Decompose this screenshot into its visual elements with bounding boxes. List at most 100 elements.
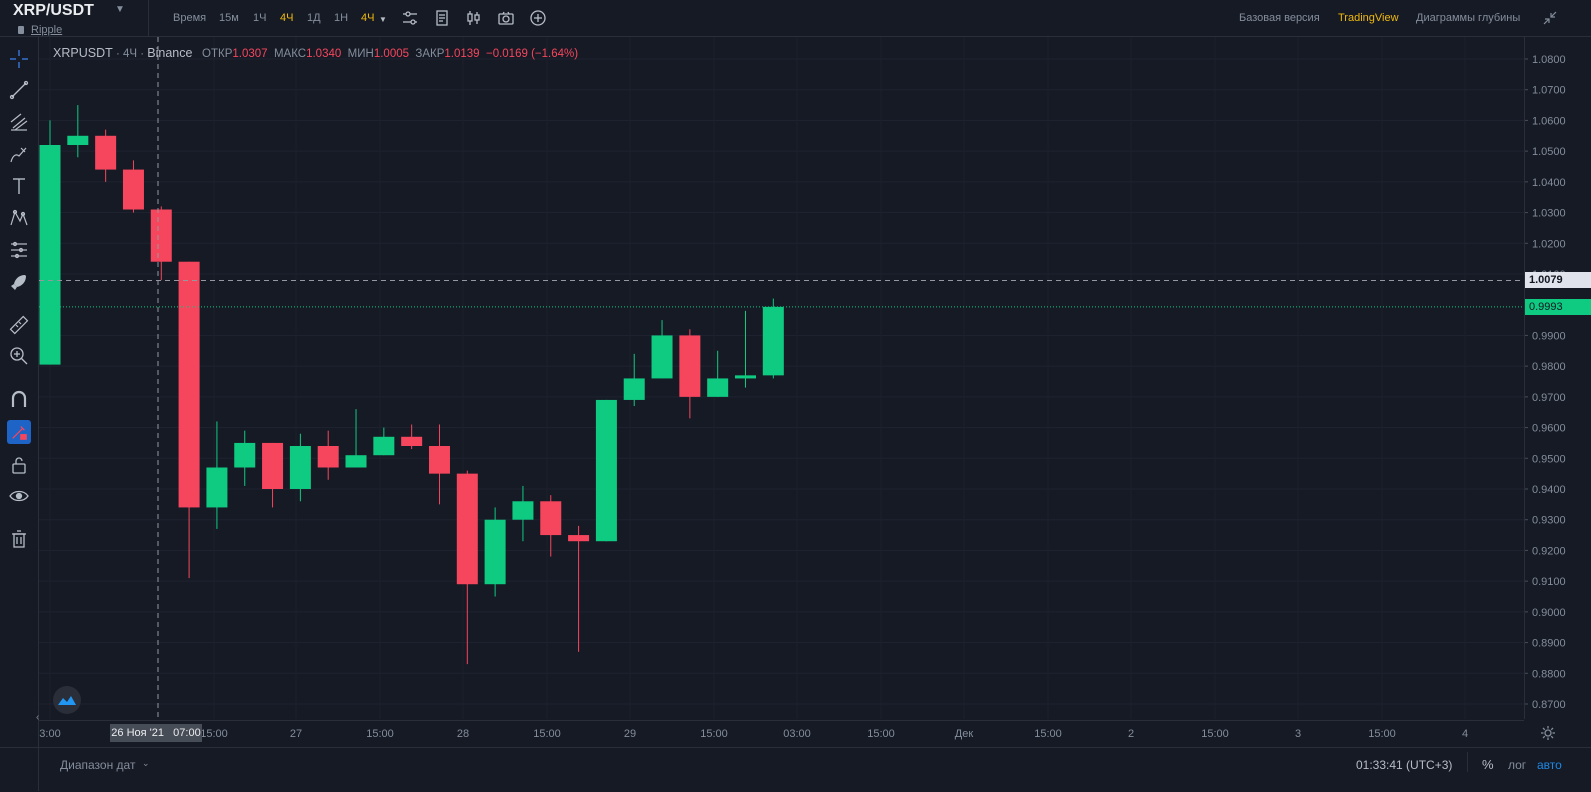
legend-open-value: 1.0307	[232, 48, 268, 60]
camera-icon[interactable]	[498, 10, 514, 26]
chevron-left-icon[interactable]: ‹	[36, 712, 40, 723]
icon-tool[interactable]	[7, 270, 31, 294]
candle-body	[178, 261, 200, 508]
footer-divider	[1467, 752, 1468, 772]
candle-body	[234, 442, 256, 468]
candle-type-icon[interactable]	[466, 10, 482, 26]
x-tick-label: 15:00	[366, 728, 394, 740]
candle-body	[735, 375, 756, 379]
tf-1h[interactable]: 1Ч	[253, 12, 267, 24]
clock-timezone[interactable]: 01:33:41 (UTC+3)	[1356, 758, 1453, 772]
x-tick-label: 2	[1128, 728, 1134, 740]
stay-drawing-tool[interactable]	[7, 420, 31, 444]
zoom-tool[interactable]	[7, 344, 31, 368]
tf-time[interactable]: Время	[173, 12, 207, 24]
date-range-button[interactable]: Диапазон дат	[60, 758, 136, 772]
y-tick-label: 1.0300	[1532, 208, 1566, 220]
pattern-tool[interactable]	[7, 206, 31, 230]
y-tick-label: 1.0600	[1532, 115, 1566, 127]
text-tool[interactable]	[7, 174, 31, 198]
x-tick-label: 3	[1295, 728, 1301, 740]
header-divider	[148, 0, 149, 36]
view-basic[interactable]: Базовая версия	[1239, 12, 1320, 24]
candle-body	[67, 135, 89, 145]
brush-icon	[10, 147, 27, 163]
fib-icon	[10, 113, 28, 131]
interval-dropdown[interactable]: 4Ч	[361, 12, 375, 24]
candle-body	[206, 467, 228, 508]
legend-high-value: 1.0340	[306, 48, 342, 60]
y-tick-label: 1.0700	[1532, 85, 1566, 97]
log-toggle[interactable]: лог	[1508, 758, 1527, 772]
legend-change: −0.0169 (−1.64%)	[485, 48, 579, 60]
y-tick-label: 0.9300	[1532, 515, 1566, 527]
y-tick-label: 0.9200	[1532, 545, 1566, 557]
price-axis[interactable]	[1524, 37, 1591, 719]
crosshair-icon	[10, 50, 28, 68]
chevron-down-icon[interactable]: ▼	[115, 4, 125, 15]
x-tick-label: 28	[457, 728, 469, 740]
y-tick-label: 0.9500	[1532, 453, 1566, 465]
x-tick-label: 29	[624, 728, 636, 740]
tf-15m[interactable]: 15м	[219, 12, 239, 24]
x-tick-label: 15:00	[1034, 728, 1062, 740]
legend-high-label: МАКС	[273, 48, 307, 60]
pencil-lock-icon	[12, 426, 27, 440]
zoom-in-icon	[10, 347, 28, 365]
tf-1d[interactable]: 1Д	[307, 12, 321, 24]
coin-name-link[interactable]: Ripple	[31, 24, 63, 36]
candle-body	[262, 442, 284, 489]
candle-body	[568, 535, 590, 542]
crosshair-tool[interactable]	[7, 47, 31, 71]
tf-4h[interactable]: 4Ч	[280, 12, 294, 24]
auto-toggle[interactable]: авто	[1537, 758, 1562, 772]
ohlc-legend: XRPUSDT · 4Ч · Binance ОТКР1.0307 МАКС1.…	[53, 46, 579, 60]
tradingview-logo[interactable]	[53, 686, 81, 714]
time-axis[interactable]	[39, 720, 1524, 747]
prediction-tool[interactable]	[7, 238, 31, 262]
tf-1w[interactable]: 1Н	[334, 12, 349, 24]
y-tick-label: 0.8900	[1532, 638, 1566, 650]
lock-tool[interactable]	[7, 453, 31, 477]
brush-tool[interactable]	[7, 142, 31, 166]
y-tick-label: 0.9100	[1532, 576, 1566, 588]
settings-sliders-icon[interactable]	[402, 10, 418, 26]
candle-body	[540, 501, 562, 536]
percent-toggle[interactable]: %	[1482, 757, 1494, 772]
bottom-toolbar: Диапазон дат ⌄ 01:33:41 (UTC+3) % лог ав…	[0, 747, 1591, 792]
gear-icon[interactable]	[1541, 726, 1555, 740]
eye-icon	[9, 490, 29, 502]
candle-body	[762, 306, 784, 376]
legend-low-value: 1.0005	[373, 48, 410, 60]
chevron-down-icon[interactable]: ▼	[379, 15, 387, 24]
candle-body	[679, 335, 701, 397]
indicators-icon[interactable]	[434, 10, 450, 26]
y-tick-label: 1.0800	[1532, 54, 1566, 66]
magnet-tool[interactable]	[7, 387, 31, 411]
collapse-icon[interactable]	[1543, 11, 1557, 25]
pattern-icon	[10, 209, 28, 226]
trend-line-tool[interactable]	[7, 78, 31, 102]
x-tick-label: 03:00	[783, 728, 811, 740]
chevron-down-icon[interactable]: ⌄	[142, 758, 150, 768]
prediction-icon	[11, 241, 27, 259]
add-indicator-icon[interactable]	[530, 10, 546, 26]
visibility-tool[interactable]	[7, 484, 31, 508]
delete-drawings-tool[interactable]	[7, 527, 31, 551]
view-depth[interactable]: Диаграммы глубины	[1416, 12, 1521, 24]
candle-body	[150, 209, 172, 262]
legend-low-label: МИН	[347, 48, 374, 60]
y-tick-label: 0.8700	[1532, 699, 1566, 711]
candle-body	[373, 436, 395, 456]
legend-close-value: 1.0139	[444, 48, 480, 60]
x-tick-label: 15:00	[700, 728, 728, 740]
legend-close-label: ЗАКР	[415, 48, 445, 60]
symbol-selector[interactable]: XRP/USDT	[13, 2, 94, 19]
view-tradingview[interactable]: TradingView	[1338, 12, 1399, 24]
fib-tool[interactable]	[7, 110, 31, 134]
crosshair-date-label: 26 Ноя '21 07:00	[110, 724, 202, 742]
candle-body	[707, 378, 729, 397]
ruler-icon	[9, 315, 29, 335]
measure-tool[interactable]	[7, 313, 31, 337]
